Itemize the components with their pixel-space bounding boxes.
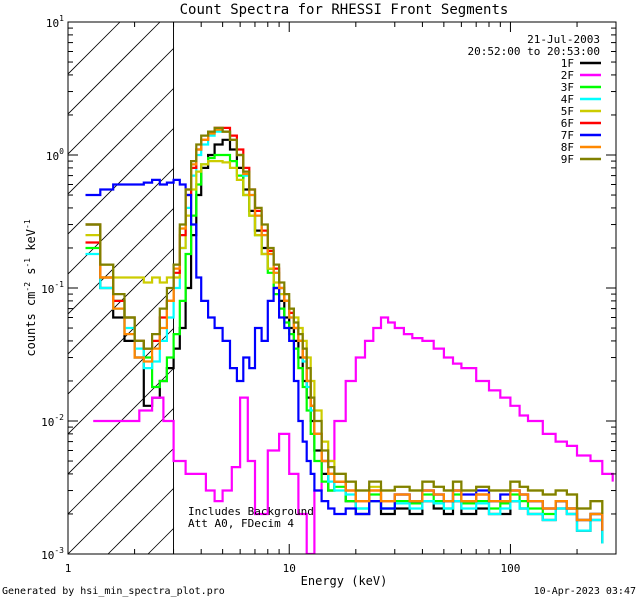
axes: 1 10 100 10-3 10-2 10-1 100 101 <box>41 14 617 575</box>
legend-label-2F: 2F <box>561 69 574 82</box>
legend-label-4F: 4F <box>561 93 574 106</box>
y-axis-label: counts cm-2 s-1 keV-1 <box>23 219 38 356</box>
time-range-label: 20:52:00 to 20:53:00 <box>468 45 600 58</box>
chart-title: Count Spectra for RHESSI Front Segments <box>180 2 509 18</box>
series-line-9F <box>85 126 604 514</box>
y-tick-label: 10-2 <box>41 413 64 429</box>
x-axis-label: Energy (keV) <box>301 574 388 588</box>
series-line-3F <box>85 153 604 531</box>
y-tick-label: 100 <box>46 147 64 163</box>
series-lines <box>85 126 614 554</box>
hatch-mask <box>174 22 616 554</box>
y-label-part3: keV <box>24 229 38 258</box>
annotation-background: Includes Background <box>188 505 314 518</box>
legend-label-8F: 8F <box>561 141 574 154</box>
y-label-sup3: -1 <box>23 219 32 229</box>
annotation-attenuator: Att A0, FDecim 4 <box>188 517 294 530</box>
legend-label-1F: 1F <box>561 57 574 70</box>
legend-label-7F: 7F <box>561 129 574 142</box>
date-label: 21-Jul-2003 <box>527 33 600 46</box>
footer-generator: Generated by hsi_min_spectra_plot.pro <box>2 586 225 597</box>
hatch-line <box>68 22 201 155</box>
y-label-sup1: -2 <box>23 282 32 292</box>
x-tick-label: 100 <box>501 562 521 575</box>
footer-timestamp: 10-Apr-2023 03:47 <box>534 586 636 597</box>
legend-label-3F: 3F <box>561 81 574 94</box>
hatched-region <box>68 22 616 554</box>
legend-label-6F: 6F <box>561 117 574 130</box>
y-tick-label: 10-3 <box>41 546 64 562</box>
y-label-part2: s <box>24 268 38 282</box>
hatch-line <box>68 22 241 195</box>
x-tick-label: 1 <box>65 562 72 575</box>
y-tick-label: 10-1 <box>41 280 64 296</box>
legend-label-5F: 5F <box>561 105 574 118</box>
y-label-sup2: -1 <box>23 258 32 268</box>
legend-label-9F: 9F <box>561 153 574 166</box>
x-tick-label: 10 <box>283 562 296 575</box>
y-label-part1: counts cm <box>24 292 38 357</box>
series-line-2F <box>93 316 614 554</box>
hatch-line <box>68 22 161 115</box>
y-tick-label: 101 <box>46 14 64 30</box>
